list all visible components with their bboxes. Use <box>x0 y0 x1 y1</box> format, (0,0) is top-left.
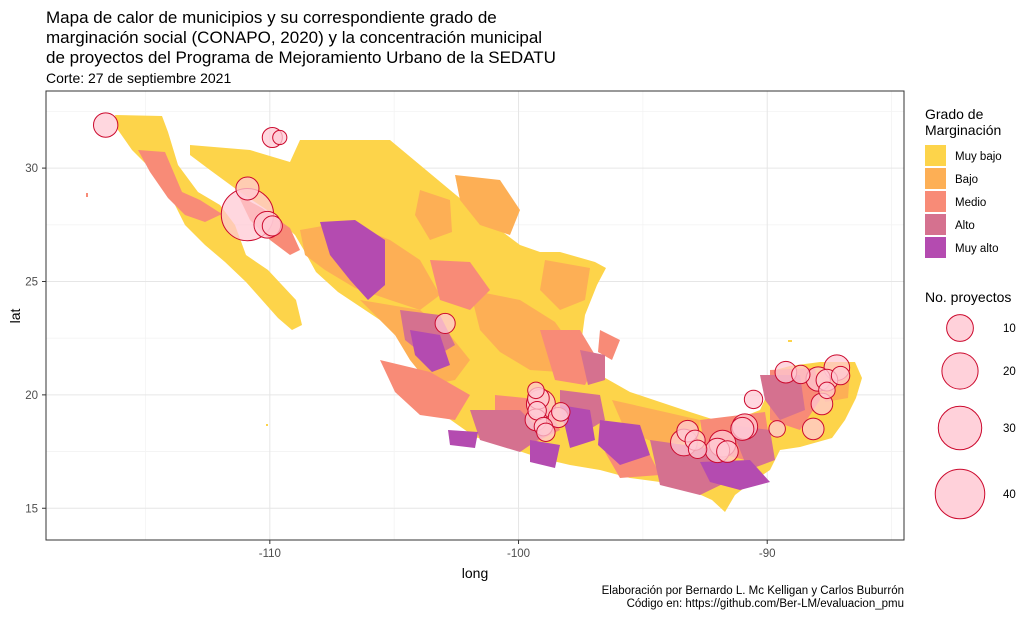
project-point <box>272 129 288 146</box>
project-point <box>730 416 755 441</box>
legend-swatch <box>925 237 946 258</box>
legend-size-label: 20 <box>1003 366 1016 378</box>
legend-fill-title-1: Grado de <box>925 106 984 122</box>
legend-size-title: No. proyectos <box>925 289 1011 305</box>
x-tick-label: -90 <box>759 548 776 560</box>
baja-municipality-medio <box>138 150 222 222</box>
legend-size-circle <box>937 405 983 451</box>
project-point <box>716 440 739 463</box>
x-tick-label: -110 <box>259 548 281 560</box>
legend-size-label: 10 <box>1003 323 1016 335</box>
project-point <box>830 365 851 386</box>
y-tick-label: 30 <box>25 163 38 175</box>
legend-size-label: 30 <box>1003 423 1016 435</box>
caption-line-1: Elaboración por Bernardo L. Mc Kelligan … <box>601 585 904 597</box>
legend-label: Alto <box>955 220 975 232</box>
legend-swatch <box>925 214 946 235</box>
project-point <box>801 417 825 441</box>
legend-swatch <box>925 145 946 166</box>
chart-title: Mapa de calor de municipios y su corresp… <box>46 8 646 68</box>
legend-size-circle <box>941 352 979 390</box>
project-point <box>791 364 811 385</box>
legend-label: Muy bajo <box>955 151 1002 163</box>
project-point <box>536 422 556 442</box>
legend-size: No. proyectos 10 20 30 40 <box>925 289 1016 520</box>
island <box>86 193 88 197</box>
chart-subtitle: Corte: 27 de septiembre 2021 <box>46 70 232 86</box>
project-point <box>527 381 545 400</box>
legend-size-label: 40 <box>1003 489 1016 501</box>
project-point <box>687 439 708 459</box>
title-line-2: marginación social (CONAPO, 2020) y la c… <box>46 28 543 47</box>
project-point <box>768 420 786 438</box>
project-point <box>818 381 836 400</box>
legend-label: Muy alto <box>955 243 998 255</box>
project-point <box>93 112 119 138</box>
x-tick-label: -100 <box>507 548 530 560</box>
island <box>788 340 792 342</box>
y-tick-label: 25 <box>25 276 38 288</box>
legend-size-circle <box>934 468 986 520</box>
chart-caption: Elaboración por Bernardo L. Mc Kelligan … <box>602 585 904 611</box>
x-axis: -110 -100 -90 <box>259 540 776 560</box>
y-axis-label: lat <box>7 309 23 324</box>
project-point <box>235 176 260 201</box>
project-point <box>551 402 571 422</box>
legend-swatch <box>925 191 946 212</box>
y-tick-label: 20 <box>25 390 38 402</box>
title-line-1: Mapa de calor de municipios y su corresp… <box>46 8 497 27</box>
muy-alto-regions <box>320 220 770 490</box>
panel-border <box>45 90 905 541</box>
mexico-map <box>86 115 862 512</box>
project-points <box>93 112 851 464</box>
title-line-3: de proyectos del Programa de Mejoramient… <box>46 48 556 67</box>
project-point <box>434 312 456 334</box>
project-point <box>261 215 283 237</box>
y-axis: 15 20 25 30 <box>25 163 46 515</box>
y-tick-label: 15 <box>25 503 38 515</box>
legend-label: Medio <box>955 197 986 209</box>
x-axis-label: long <box>462 565 488 581</box>
legend-fill: Grado de Marginación Muy bajo Bajo Medio Al… <box>925 106 1002 258</box>
legend-fill-title-2: Marginación <box>925 122 1001 138</box>
island <box>266 424 268 426</box>
project-point <box>743 389 764 410</box>
caption-line-2: Código en: https://github.com/Ber-LM/eva… <box>626 598 904 610</box>
legend-swatch <box>925 168 946 189</box>
legend-size-circle <box>946 314 974 342</box>
legend-label: Bajo <box>955 174 978 186</box>
